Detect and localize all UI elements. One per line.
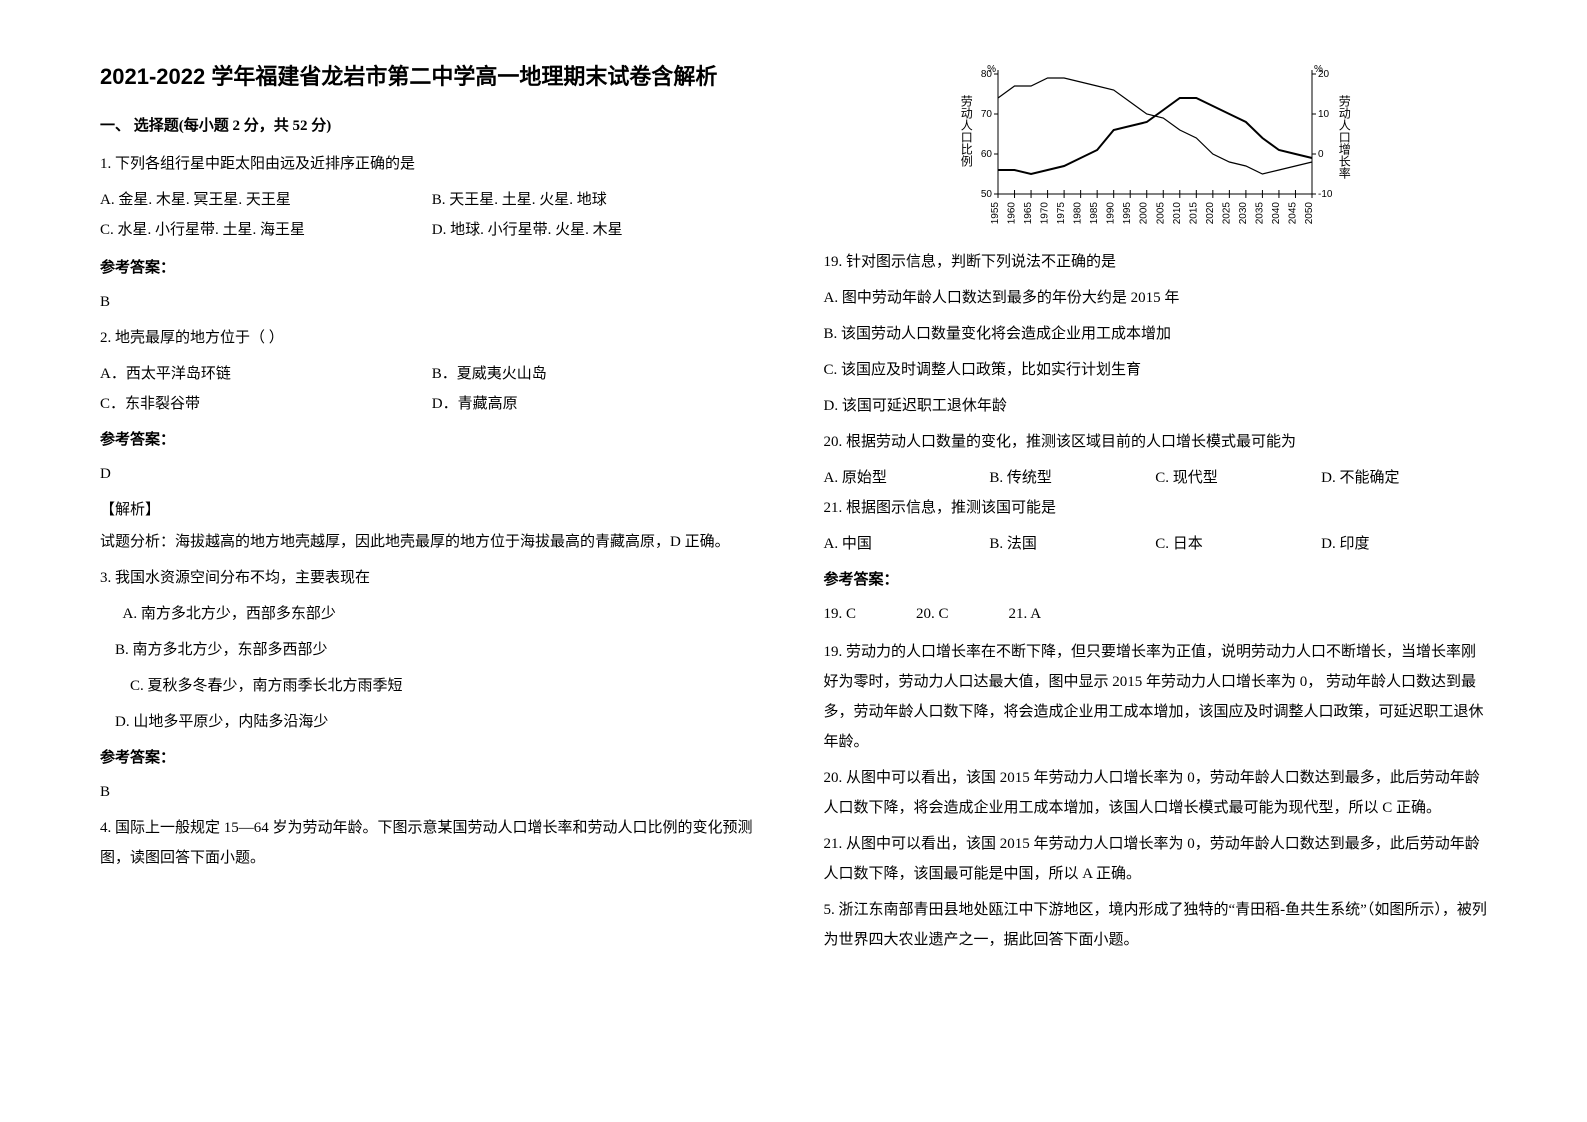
q1-ref-label: 参考答案： xyxy=(100,253,764,283)
q2-ref-label: 参考答案： xyxy=(100,425,764,455)
exp-21: 21. 从图中可以看出，该国 2015 年劳动力人口增长率为 0，劳动年龄人口数… xyxy=(824,829,1488,889)
q19-21-ref-label: 参考答案： xyxy=(824,565,1488,595)
ans-20: 20. C xyxy=(916,599,949,629)
q1-stem: 1. 下列各组行星中距太阳由远及近排序正确的是 xyxy=(100,149,764,179)
q3-opt-c: C. 夏秋多冬春少，南方雨季长北方雨季短 xyxy=(100,671,764,701)
q20-opts: A. 原始型 B. 传统型 C. 现代型 D. 不能确定 xyxy=(824,463,1488,493)
q3-stem: 3. 我国水资源空间分布不均，主要表现在 xyxy=(100,563,764,593)
svg-text:2035: 2035 xyxy=(1255,202,1266,225)
svg-text:1985: 1985 xyxy=(1089,202,1100,225)
section-1-header: 一、 选择题(每小题 2 分，共 52 分) xyxy=(100,111,764,141)
svg-text:1955: 1955 xyxy=(990,202,1001,225)
svg-text:2030: 2030 xyxy=(1238,202,1249,225)
svg-text:60: 60 xyxy=(981,149,993,160)
chart-y-right-label: 劳动人口增长率 xyxy=(1332,95,1356,179)
svg-text:1960: 1960 xyxy=(1007,202,1018,225)
chart-y-left-label: 劳动人口比例 xyxy=(954,95,978,167)
q20-opt-a: A. 原始型 xyxy=(824,463,990,493)
q3-ref-label: 参考答案： xyxy=(100,743,764,773)
q3-opt-b: B. 南方多北方少，东部多西部少 xyxy=(100,635,764,665)
svg-text:1975: 1975 xyxy=(1056,202,1067,225)
q20-opt-d: D. 不能确定 xyxy=(1321,463,1487,493)
svg-text:50: 50 xyxy=(981,189,993,200)
q19-opt-d: D. 该国可延迟职工退休年龄 xyxy=(824,391,1488,421)
q19-opt-b: B. 该国劳动人口数量变化将会造成企业用工成本增加 xyxy=(824,319,1488,349)
q2-opt-d: D．青藏高原 xyxy=(432,389,764,419)
q20-opt-b: B. 传统型 xyxy=(989,463,1155,493)
right-column: 劳动人口比例 劳动人口增长率 %%50607080-10010201955196… xyxy=(824,60,1488,961)
q3-answer: B xyxy=(100,777,764,807)
svg-text:-10: -10 xyxy=(1318,189,1333,200)
q2-stem: 2. 地壳最厚的地方位于（ ） xyxy=(100,323,764,353)
svg-text:10: 10 xyxy=(1318,109,1330,120)
q21-stem: 21. 根据图示信息，推测该国可能是 xyxy=(824,493,1488,523)
q2-answer: D xyxy=(100,459,764,489)
exam-title: 2021-2022 学年福建省龙岩市第二中学高一地理期末试卷含解析 xyxy=(100,60,764,93)
q2-opt-b: B．夏威夷火山岛 xyxy=(432,359,764,389)
q21-opt-b: B. 法国 xyxy=(989,529,1155,559)
q4-intro: 4. 国际上一般规定 15—64 岁为劳动年龄。下图示意某国劳动人口增长率和劳动… xyxy=(100,813,764,873)
ans-21: 21. A xyxy=(1009,599,1042,629)
q19-opt-a: A. 图中劳动年龄人口数达到最多的年份大约是 2015 年 xyxy=(824,283,1488,313)
q1-opts-ab: A. 金星. 木星. 冥王星. 天王星 B. 天王星. 土星. 火星. 地球 xyxy=(100,185,764,215)
q1-opt-c: C. 水星. 小行星带. 土星. 海王星 xyxy=(100,215,432,245)
svg-text:2040: 2040 xyxy=(1271,202,1282,225)
svg-text:2000: 2000 xyxy=(1139,202,1150,225)
svg-text:1965: 1965 xyxy=(1023,202,1034,225)
svg-text:70: 70 xyxy=(981,109,993,120)
page: 2021-2022 学年福建省龙岩市第二中学高一地理期末试卷含解析 一、 选择题… xyxy=(0,0,1587,1021)
q5-intro: 5. 浙江东南部青田县地处瓯江中下游地区，境内形成了独特的“青田稻-鱼共生系统”… xyxy=(824,895,1488,955)
q1-opt-b: B. 天王星. 土星. 火星. 地球 xyxy=(432,185,764,215)
q2-opt-a: A．西太平洋岛环链 xyxy=(100,359,432,389)
exp-20: 20. 从图中可以看出，该国 2015 年劳动力人口增长率为 0，劳动年龄人口数… xyxy=(824,763,1488,823)
svg-text:2010: 2010 xyxy=(1172,202,1183,225)
q20-stem: 20. 根据劳动人口数量的变化，推测该区域目前的人口增长模式最可能为 xyxy=(824,427,1488,457)
q21-opt-d: D. 印度 xyxy=(1321,529,1487,559)
q21-opt-a: A. 中国 xyxy=(824,529,990,559)
q1-answer: B xyxy=(100,287,764,317)
svg-text:2045: 2045 xyxy=(1288,202,1299,225)
q19-opt-c: C. 该国应及时调整人口政策，比如实行计划生育 xyxy=(824,355,1488,385)
svg-text:2020: 2020 xyxy=(1205,202,1216,225)
svg-text:2025: 2025 xyxy=(1222,202,1233,225)
svg-text:20: 20 xyxy=(1318,69,1330,80)
q19-stem: 19. 针对图示信息，判断下列说法不正确的是 xyxy=(824,247,1488,277)
svg-text:0: 0 xyxy=(1318,149,1324,160)
svg-text:1980: 1980 xyxy=(1073,202,1084,225)
svg-text:80: 80 xyxy=(981,69,993,80)
q3-opt-a: A. 南方多北方少，西部多东部少 xyxy=(100,599,764,629)
q21-opt-c: C. 日本 xyxy=(1155,529,1321,559)
q1-opt-d: D. 地球. 小行星带. 火星. 木星 xyxy=(432,215,764,245)
svg-text:2005: 2005 xyxy=(1156,202,1167,225)
svg-text:2050: 2050 xyxy=(1304,202,1315,225)
q3-opt-d: D. 山地多平原少，内陆多沿海少 xyxy=(100,707,764,737)
q1-opts-cd: C. 水星. 小行星带. 土星. 海王星 D. 地球. 小行星带. 火星. 木星 xyxy=(100,215,764,245)
q2-analysis-label: 【解析】 xyxy=(100,495,764,525)
q2-opts-ab: A．西太平洋岛环链 B．夏威夷火山岛 xyxy=(100,359,764,389)
svg-text:1995: 1995 xyxy=(1122,202,1133,225)
q2-opt-c: C．东非裂谷带 xyxy=(100,389,432,419)
q1-opt-a: A. 金星. 木星. 冥王星. 天王星 xyxy=(100,185,432,215)
svg-text:1970: 1970 xyxy=(1040,202,1051,225)
left-column: 2021-2022 学年福建省龙岩市第二中学高一地理期末试卷含解析 一、 选择题… xyxy=(100,60,764,961)
q20-opt-c: C. 现代型 xyxy=(1155,463,1321,493)
svg-text:1990: 1990 xyxy=(1106,202,1117,225)
q2-opts-cd: C．东非裂谷带 D．青藏高原 xyxy=(100,389,764,419)
svg-text:2015: 2015 xyxy=(1189,202,1200,225)
q19-21-answers: 19. C 20. C 21. A xyxy=(824,599,1488,629)
chart-svg: %%50607080-10010201955196019651970197519… xyxy=(960,60,1350,235)
q2-analysis: 试题分析：海拔越高的地方地壳越厚，因此地壳最厚的地方位于海拔最高的青藏高原，D … xyxy=(100,527,764,557)
q21-opts: A. 中国 B. 法国 C. 日本 D. 印度 xyxy=(824,529,1488,559)
ans-19: 19. C xyxy=(824,599,857,629)
labor-chart: 劳动人口比例 劳动人口增长率 %%50607080-10010201955196… xyxy=(960,60,1350,235)
exp-19: 19. 劳动力的人口增长率在不断下降，但只要增长率为正值，说明劳动力人口不断增长… xyxy=(824,637,1488,757)
